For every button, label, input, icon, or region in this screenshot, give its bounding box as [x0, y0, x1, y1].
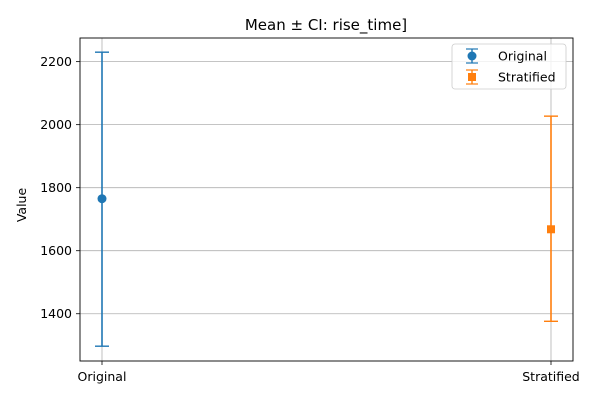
- mean-point: [547, 225, 555, 234]
- y-tick-label: 1400: [40, 306, 72, 321]
- legend-label: Stratified: [498, 70, 556, 85]
- tick-layer: 1400 1600 1800 2000 2200 Original Stratified: [40, 54, 580, 384]
- legend-item-stratified: Stratified: [466, 69, 556, 85]
- x-tick-label: Stratified: [522, 369, 580, 384]
- y-axis-label: Value: [14, 188, 29, 223]
- plot-frame: [79, 37, 574, 362]
- legend-label: Original: [498, 49, 547, 64]
- series-layer: [95, 51, 558, 347]
- series-stratified: [544, 115, 558, 322]
- y-tick-label: 2200: [40, 54, 72, 69]
- mean-point: [97, 194, 107, 204]
- legend-box: [451, 43, 567, 90]
- chart-title: Mean ± CI: rise_time]: [245, 16, 407, 35]
- y-tick-label: 2000: [40, 117, 72, 132]
- legend-marker: [467, 51, 477, 61]
- legend-marker: [468, 73, 476, 81]
- legend: Original Stratified: [451, 43, 567, 90]
- y-tick-label: 1600: [40, 243, 72, 258]
- series-original: [95, 51, 109, 347]
- x-tick-label: Original: [78, 369, 127, 384]
- y-tick-label: 1800: [40, 180, 72, 195]
- legend-item-original: Original: [466, 48, 547, 64]
